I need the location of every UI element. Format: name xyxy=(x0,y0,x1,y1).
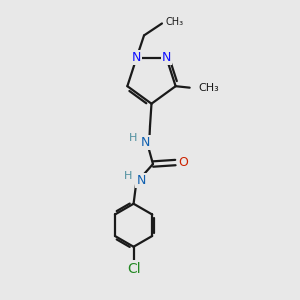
Text: CH₃: CH₃ xyxy=(198,83,219,93)
Text: N: N xyxy=(141,136,150,149)
Text: Cl: Cl xyxy=(127,262,140,275)
Text: H: H xyxy=(124,171,132,181)
Text: CH₃: CH₃ xyxy=(166,17,184,27)
Text: O: O xyxy=(178,156,188,169)
Text: N: N xyxy=(162,51,171,64)
Text: N: N xyxy=(132,51,141,64)
Text: N: N xyxy=(136,174,146,187)
Text: H: H xyxy=(128,133,137,143)
